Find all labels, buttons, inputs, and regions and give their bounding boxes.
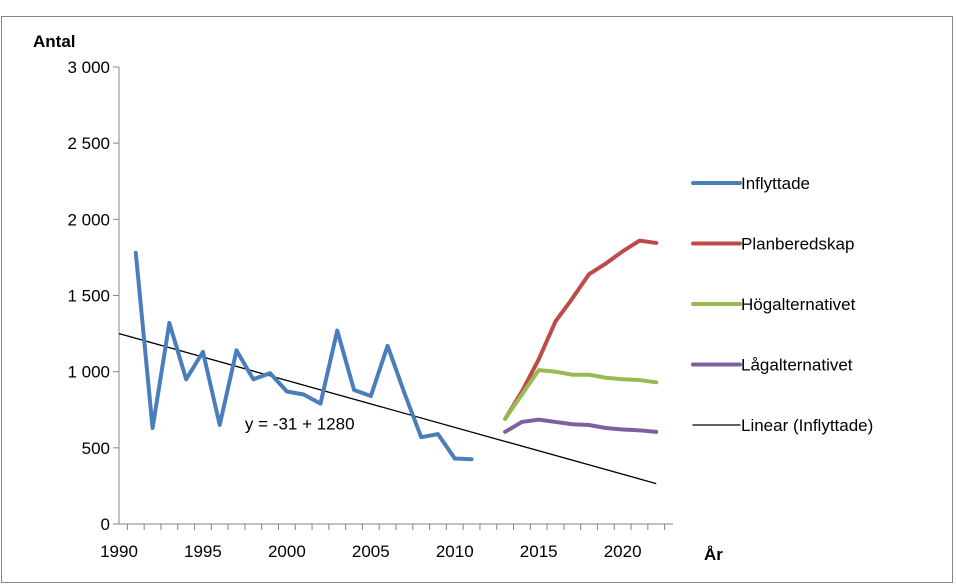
x-tick-label: 1990 bbox=[100, 542, 138, 561]
legend-label: Inflyttade bbox=[741, 174, 810, 193]
x-tick-label: 2010 bbox=[436, 542, 474, 561]
plot-area: 0 500 1 000 1 500 2 000 2 500 3 000 1990 1995 200… bbox=[67, 58, 673, 561]
chart-border bbox=[1, 16, 953, 583]
trendline bbox=[118, 332, 657, 485]
y-tick-label: 3 000 bbox=[67, 58, 110, 77]
legend-label: Högalternativet bbox=[741, 295, 856, 314]
x-axis-title: År bbox=[704, 545, 723, 564]
x-tick-label: 2005 bbox=[352, 542, 390, 561]
legend-label: Planberedskap bbox=[741, 235, 854, 254]
y-tick-label: 1 000 bbox=[67, 363, 110, 382]
legend-label: Lågalternativet bbox=[741, 356, 853, 375]
y-tick-label: 1 500 bbox=[67, 287, 110, 306]
legend-label: Linear (Inflyttade) bbox=[741, 416, 873, 435]
x-tick-label: 1995 bbox=[184, 542, 222, 561]
trendline-equation: y = -31 + 1280 bbox=[245, 415, 355, 434]
series-line-inflyttade bbox=[133, 250, 474, 462]
y-tick-label: 0 bbox=[101, 515, 110, 534]
y-tick-label: 500 bbox=[82, 439, 110, 458]
y-tick-label: 2 000 bbox=[67, 210, 110, 229]
series-line-planberedskap bbox=[503, 238, 659, 421]
x-tick-label: 2020 bbox=[604, 542, 642, 561]
series-line-l-galternativet bbox=[503, 417, 659, 434]
series-line-h-galternativet bbox=[503, 368, 659, 421]
y-tick-label: 2 500 bbox=[67, 134, 110, 153]
y-axis-title: Antal bbox=[33, 32, 76, 51]
x-tick-label: 2015 bbox=[520, 542, 558, 561]
legend: Inflyttade Planberedskap Högalternativet Lå… bbox=[691, 174, 873, 435]
x-tick-label: 2000 bbox=[268, 542, 306, 561]
